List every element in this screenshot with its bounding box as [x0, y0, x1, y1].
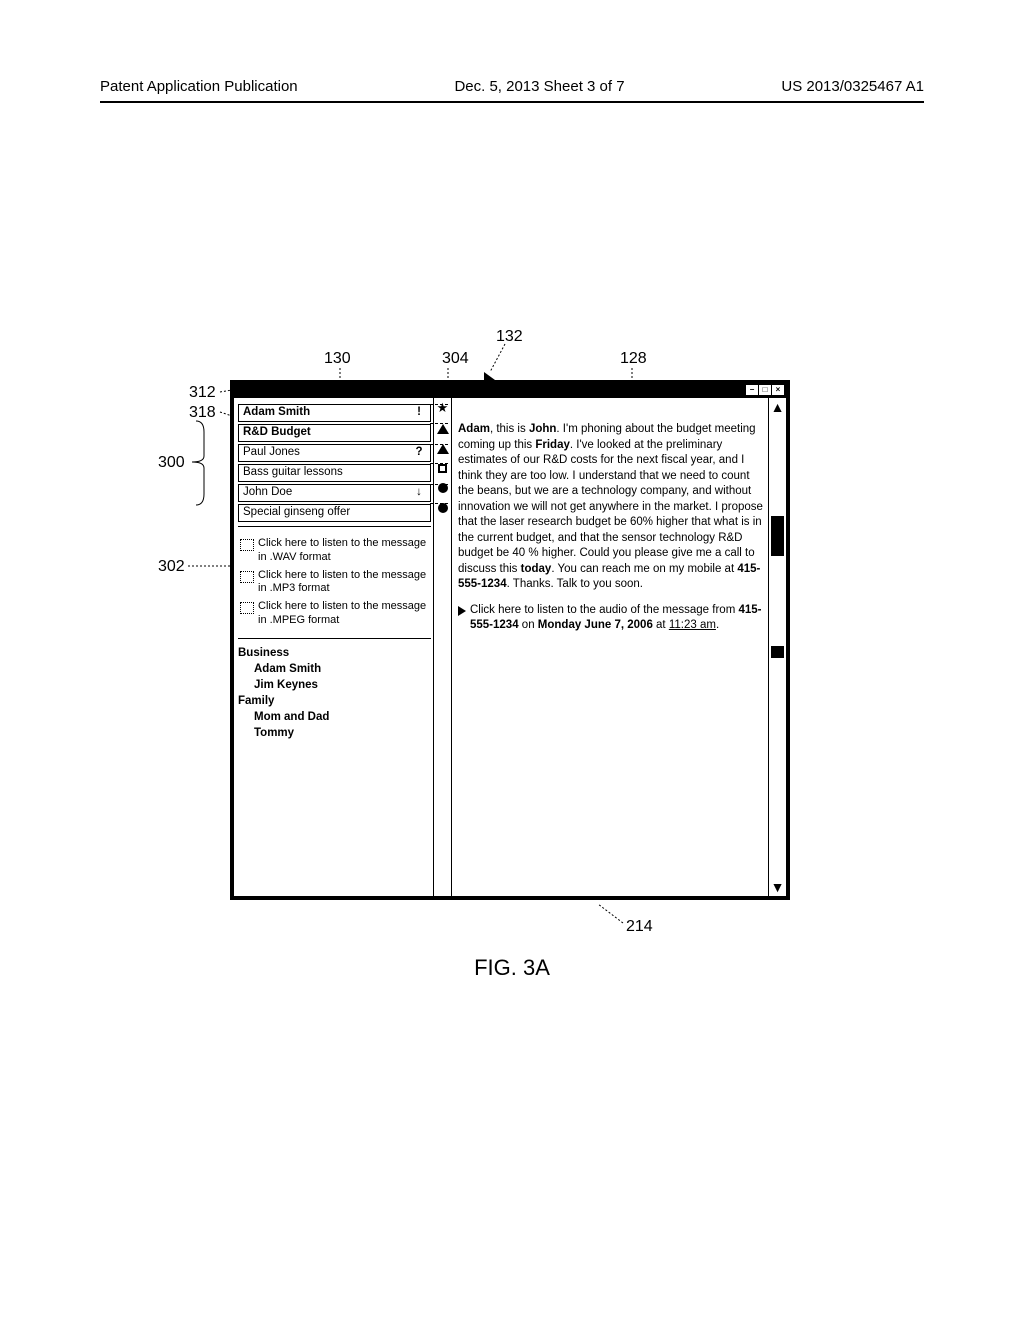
format-label: Click here to listen to the message in .… — [258, 600, 431, 628]
callout-318: 318 — [189, 404, 216, 422]
contact-name[interactable]: Adam Smith — [238, 661, 431, 677]
scroll-thumb[interactable] — [771, 646, 784, 658]
callout-312: 312 — [189, 384, 216, 402]
figure-label: FIG. 3A — [0, 955, 1024, 981]
message-sender: John Doe — [243, 485, 292, 501]
message-row-subject[interactable]: R&D Budget — [238, 424, 431, 442]
window-content: Adam Smith! R&D Budget Paul Jones? Bass gui… — [234, 398, 786, 896]
message-row-subject[interactable]: Special ginseng offer — [238, 504, 431, 522]
message-sender: Adam Smith — [243, 405, 310, 421]
contact-name[interactable]: Mom and Dad — [238, 709, 431, 725]
scroll-down-button[interactable]: ▼ — [769, 878, 786, 896]
format-link[interactable]: Click here to listen to the message in .… — [240, 569, 431, 597]
status-icon-column: ★ — [434, 398, 452, 896]
format-label: Click here to listen to the message in .… — [258, 569, 431, 597]
divider — [238, 638, 431, 639]
message-subject: Bass guitar lessons — [243, 465, 343, 481]
message-transcript: Adam, this is John. I'm phoning about th… — [458, 422, 764, 593]
scrollbar[interactable]: ▲ ▼ — [768, 398, 786, 896]
audio-playback-link[interactable]: Click here to listen to the audio of the… — [458, 603, 764, 634]
scroll-track[interactable] — [769, 416, 786, 878]
contacts-panel: BusinessAdam SmithJim KeynesFamilyMom an… — [238, 643, 431, 742]
message-sender: Paul Jones — [243, 445, 300, 461]
scroll-up-button[interactable]: ▲ — [769, 398, 786, 416]
contact-name[interactable]: Tommy — [238, 725, 431, 741]
audio-file-icon — [240, 539, 254, 551]
callout-130: 130 — [324, 350, 351, 368]
close-button[interactable]: × — [772, 385, 784, 395]
minimize-button[interactable]: − — [746, 385, 758, 395]
transcript-caller: John — [529, 423, 556, 435]
priority-flag: ↓ — [412, 485, 426, 501]
scroll-thumb[interactable] — [771, 516, 784, 556]
priority-flag: ? — [412, 445, 426, 461]
transcript-day: Friday — [535, 439, 570, 451]
page-header: Patent Application Publication Dec. 5, 2… — [100, 78, 924, 103]
transcript-recipient: Adam — [458, 423, 490, 435]
message-row-sender[interactable]: John Doe ↓ — [238, 484, 431, 502]
message-subject: R&D Budget — [243, 425, 311, 441]
message-list-pane: Adam Smith! R&D Budget Paul Jones? Bass gui… — [234, 398, 434, 896]
callout-214: 214 — [626, 918, 653, 936]
callout-132: 132 — [496, 328, 523, 346]
window-controls: − □ × — [746, 385, 784, 395]
message-row-sender[interactable]: Adam Smith! — [238, 404, 431, 422]
application-window: − □ × Adam Smith! R&D Budget Paul Jones? Ba… — [230, 380, 790, 900]
callout-300: 300 — [158, 454, 185, 472]
transcript-today: today — [521, 563, 552, 575]
format-list: Click here to listen to the message in .… — [238, 531, 431, 634]
format-link[interactable]: Click here to listen to the message in .… — [240, 600, 431, 628]
play-icon — [458, 606, 466, 616]
audio-date: Monday June 7, 2006 — [538, 619, 653, 631]
contact-group[interactable]: Business — [238, 645, 431, 661]
callout-302: 302 — [158, 558, 185, 576]
callout-128: 128 — [620, 350, 647, 368]
callout-304: 304 — [442, 350, 469, 368]
header-mid: Dec. 5, 2013 Sheet 3 of 7 — [454, 78, 624, 95]
header-right: US 2013/0325467 A1 — [781, 78, 924, 95]
message-row-subject[interactable]: Bass guitar lessons — [238, 464, 431, 482]
format-label: Click here to listen to the message in .… — [258, 537, 431, 565]
format-link[interactable]: Click here to listen to the message in .… — [240, 537, 431, 565]
contact-group[interactable]: Family — [238, 693, 431, 709]
audio-file-icon — [240, 571, 254, 583]
contact-name[interactable]: Jim Keynes — [238, 677, 431, 693]
maximize-button[interactable]: □ — [759, 385, 771, 395]
audio-file-icon — [240, 602, 254, 614]
message-subject: Special ginseng offer — [243, 505, 350, 521]
header-left: Patent Application Publication — [100, 78, 298, 95]
priority-flag: ! — [412, 405, 426, 421]
divider — [238, 526, 431, 527]
title-bar[interactable]: − □ × — [234, 384, 786, 398]
message-body-pane: Adam, this is John. I'm phoning about th… — [452, 398, 768, 896]
audio-time: 11:23 am — [669, 619, 716, 631]
message-row-sender[interactable]: Paul Jones? — [238, 444, 431, 462]
